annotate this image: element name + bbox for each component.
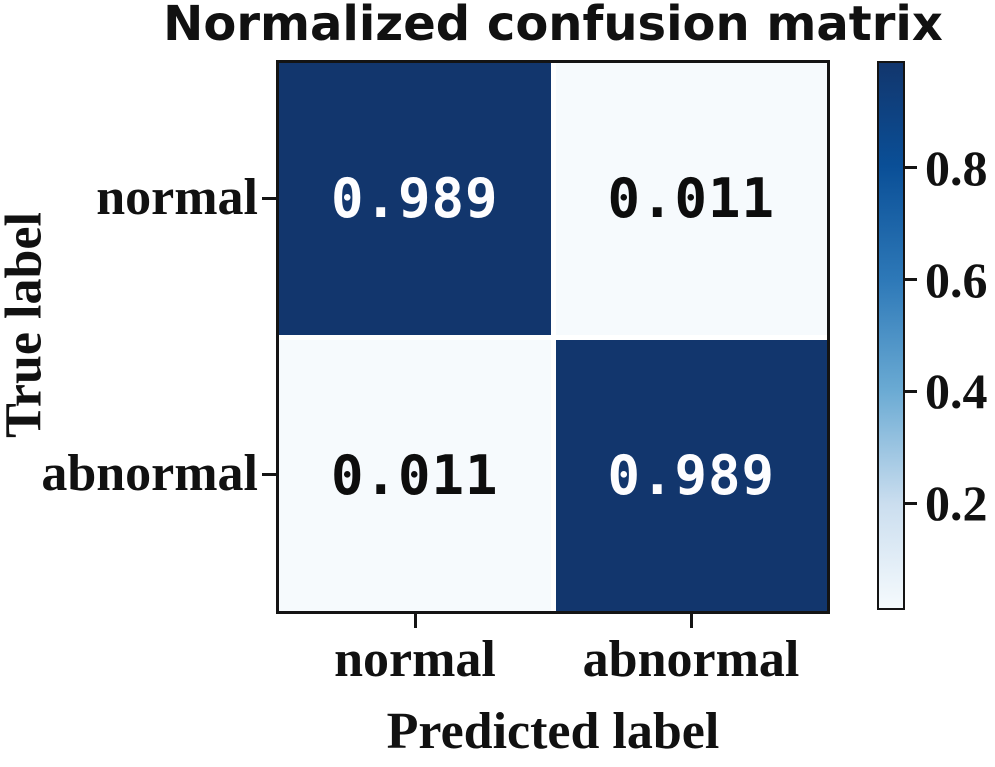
colorbar-tick-label: 0.4	[925, 363, 988, 419]
y-axis-label: True label	[0, 212, 53, 438]
x-tick-label-abnormal: abnormal	[582, 631, 800, 688]
x-axis-label: Predicted label	[386, 703, 720, 760]
colorbar	[877, 61, 905, 610]
colorbar-tick-mark	[905, 502, 917, 505]
colorbar-tick-mark	[905, 390, 917, 393]
matrix-cell-abnormal-abnormal: 0.989	[555, 339, 827, 611]
x-tick-label-normal: normal	[334, 631, 496, 688]
y-tick-label-abnormal: abnormal	[41, 445, 258, 502]
matrix-cell-normal-normal: 0.989	[279, 63, 551, 335]
x-tick-mark	[690, 614, 693, 628]
colorbar-tick-mark	[905, 278, 917, 281]
y-tick-label-normal: normal	[96, 169, 258, 226]
chart-title: Normalized confusion matrix	[163, 0, 943, 52]
x-tick-mark	[414, 614, 417, 628]
y-tick-mark	[262, 473, 276, 476]
colorbar-tick-mark	[905, 166, 917, 169]
colorbar-tick-label: 0.6	[925, 252, 988, 308]
matrix-cell-abnormal-normal: 0.011	[279, 339, 551, 611]
matrix-cell-normal-abnormal: 0.011	[555, 63, 827, 335]
colorbar-tick-label: 0.2	[925, 475, 988, 531]
colorbar-tick-label: 0.8	[925, 140, 988, 196]
y-tick-mark	[262, 197, 276, 200]
heatmap-matrix: 0.989 0.011 0.011 0.989	[276, 60, 830, 614]
